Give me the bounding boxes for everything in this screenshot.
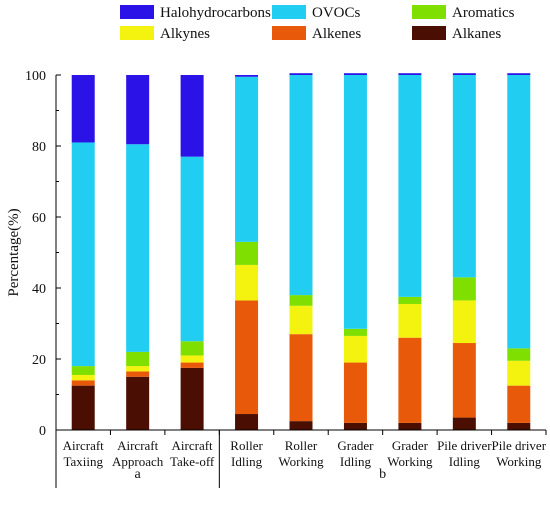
y-axis-title: Percentage(%) [6, 208, 22, 296]
x-category-label: Pile driver [437, 438, 492, 453]
legend-label-alkenes: Alkenes [312, 26, 361, 42]
group-label-a: a [135, 467, 142, 482]
bar-segment-halohydrocarbons [126, 75, 150, 145]
bar-segment-alkenes [398, 337, 422, 423]
bar-segment-alkanes [71, 385, 95, 430]
legend-swatch-alkynes [120, 26, 154, 40]
bar-segment-alkynes [452, 300, 476, 344]
bar-segment-alkynes [343, 335, 367, 363]
y-tick-label: 100 [25, 69, 46, 84]
legend-label-alkynes: Alkynes [160, 26, 210, 42]
legend-swatch-aromatics [412, 5, 446, 19]
bar-segment-ovocs [507, 75, 531, 349]
bar-segment-halohydrocarbons [507, 73, 531, 75]
legend-swatch-alkenes [272, 26, 306, 40]
bar-segment-ovocs [343, 75, 367, 329]
bar-segment-aromatics [398, 296, 422, 304]
bar-segment-alkenes [235, 300, 259, 415]
bar-segment-alkenes [507, 385, 531, 423]
bar-segment-halohydrocarbons [343, 73, 367, 75]
x-category-label: Working [496, 454, 542, 469]
bar-segment-alkenes [71, 380, 95, 386]
bar-segment-alkynes [71, 374, 95, 381]
bar-segment-aromatics [180, 341, 204, 356]
x-category-label: Taxiing [63, 454, 103, 469]
y-tick-label: 40 [32, 282, 46, 297]
bar-segment-aromatics [126, 351, 150, 367]
bar-segment-alkynes [398, 303, 422, 338]
x-category-label: Idling [231, 454, 263, 469]
bar-segment-ovocs [126, 144, 150, 352]
bar-segment-alkenes [452, 343, 476, 418]
bar-segment-alkynes [235, 264, 259, 301]
x-category-label: Grader [392, 438, 429, 453]
legend-label-alkanes: Alkanes [452, 26, 501, 42]
x-category-label: Aircraft [63, 438, 105, 453]
y-tick-label: 0 [39, 424, 46, 439]
x-category-label: Idling [340, 454, 372, 469]
bar-segment-alkanes [235, 414, 259, 430]
x-category-label: Working [278, 454, 324, 469]
x-category-label: Take-off [170, 454, 215, 469]
bar-segment-halohydrocarbons [452, 73, 476, 75]
y-tick-label: 80 [32, 140, 46, 155]
bar-segment-alkanes [398, 422, 422, 430]
bar-segment-alkynes [289, 305, 313, 335]
legend-swatch-halohydrocarbons [120, 5, 154, 19]
bar-segment-alkanes [180, 367, 204, 430]
bar-segment-ovocs [235, 76, 259, 242]
x-category-label: Roller [230, 438, 263, 453]
bar-segment-aromatics [343, 328, 367, 336]
bar-segment-aromatics [507, 348, 531, 361]
legend: Halohydrocarbons OVOCs Aromatics Alkynes Alk… [120, 5, 515, 42]
x-category-label: Pile driver [492, 438, 547, 453]
legend-label-aromatics: Aromatics [452, 5, 515, 21]
legend-swatch-ovocs [272, 5, 306, 19]
x-category-label: Grader [337, 438, 374, 453]
bar-segment-alkanes [126, 376, 150, 430]
axes [55, 74, 547, 488]
legend-swatch-alkanes [412, 26, 446, 40]
y-tick-label: 60 [32, 211, 46, 226]
bar-segment-aromatics [71, 366, 95, 375]
x-category-label: Idling [449, 454, 481, 469]
bar-segment-aromatics [452, 277, 476, 301]
bar-segment-aromatics [235, 241, 259, 265]
bar-segment-alkanes [289, 421, 313, 430]
x-category-label: Aircraft [117, 438, 159, 453]
bar-segment-ovocs [289, 75, 313, 296]
bar-segment-alkenes [289, 334, 313, 422]
bar-segment-ovocs [180, 156, 204, 342]
bar-segment-alkanes [452, 417, 476, 430]
legend-label-ovocs: OVOCs [312, 5, 361, 21]
bar-segment-alkenes [180, 362, 204, 368]
bar-segment-halohydrocarbons [235, 75, 259, 77]
bar-segment-alkanes [507, 422, 531, 430]
x-category-label: Roller [285, 438, 318, 453]
bar-segment-halohydrocarbons [71, 75, 95, 143]
bar-segment-halohydrocarbons [180, 75, 204, 157]
bar-segment-halohydrocarbons [289, 73, 313, 75]
bar-segment-ovocs [398, 75, 422, 297]
legend-label-halohydrocarbons: Halohydrocarbons [160, 5, 271, 21]
bar-segment-ovocs [71, 142, 95, 367]
bar-segment-alkynes [507, 360, 531, 386]
x-category-label: Approach [112, 454, 164, 469]
bar-segment-alkanes [343, 422, 367, 430]
x-category-label: Working [387, 454, 433, 469]
x-category-label: Aircraft [172, 438, 214, 453]
y-tick-label: 20 [32, 353, 46, 368]
axis-labels: 020406080100AircraftTaxiingAircraftAppro… [6, 69, 547, 482]
group-label-b: b [379, 467, 386, 482]
bar-segment-alkynes [180, 355, 204, 363]
bars [71, 73, 531, 430]
bar-segment-halohydrocarbons [398, 73, 422, 75]
bar-segment-alkynes [126, 366, 150, 372]
bar-segment-aromatics [289, 295, 313, 306]
bar-segment-alkenes [343, 362, 367, 423]
bar-segment-ovocs [452, 75, 476, 278]
bar-segment-alkenes [126, 371, 150, 377]
